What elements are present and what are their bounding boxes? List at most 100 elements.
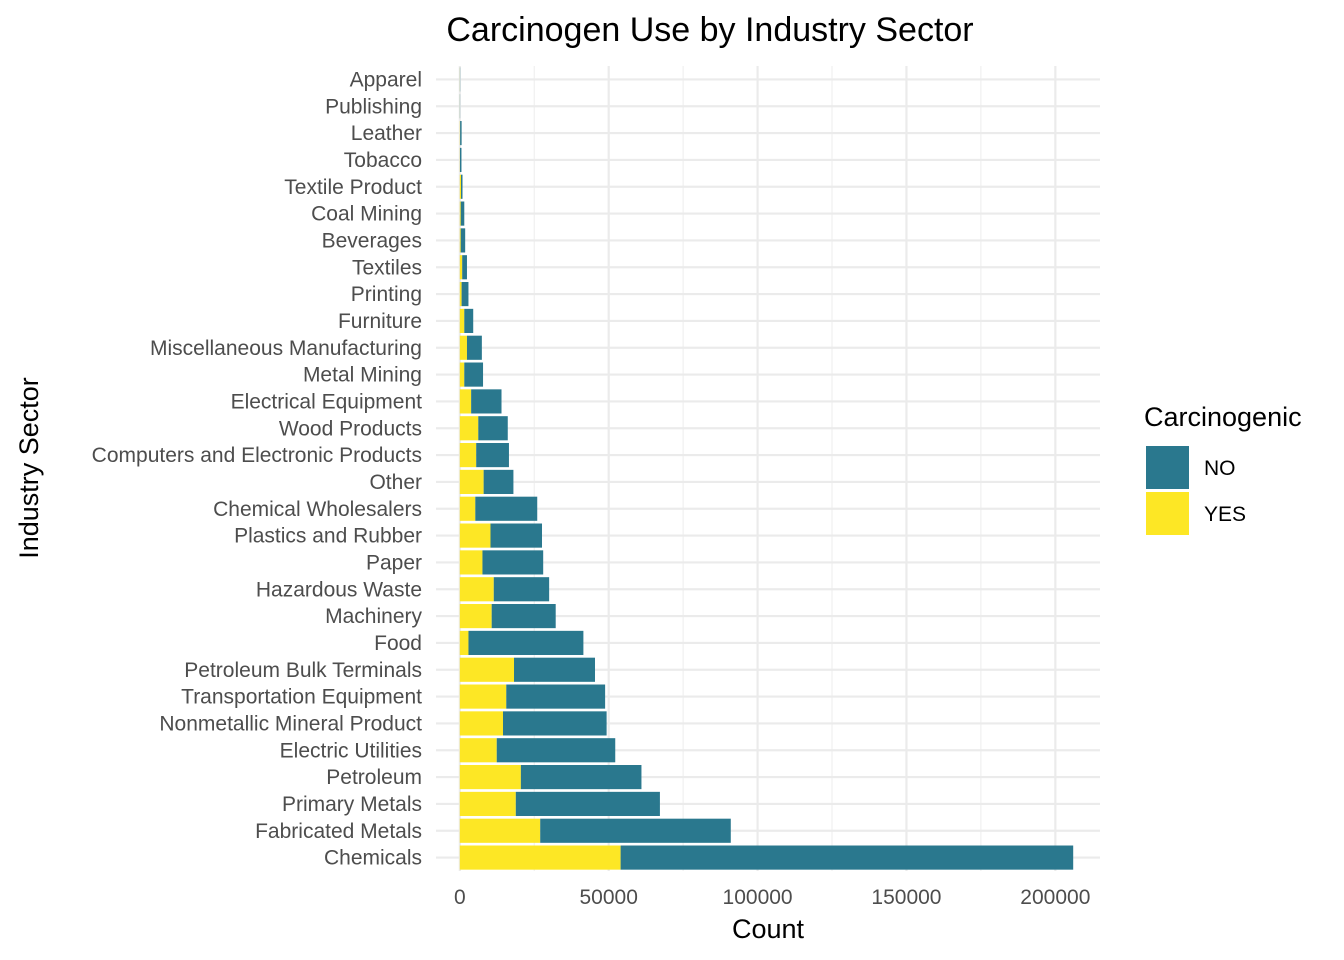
y-tick-label: Printing bbox=[351, 283, 422, 306]
y-tick-label: Other bbox=[369, 471, 422, 494]
bar-no bbox=[466, 335, 482, 360]
bar-yes bbox=[459, 845, 621, 870]
y-tick-label: Chemicals bbox=[324, 847, 422, 870]
bar-yes bbox=[459, 791, 516, 816]
bar-yes bbox=[459, 282, 462, 307]
bar-no bbox=[462, 255, 467, 280]
y-tick-label: Wood Products bbox=[279, 417, 422, 440]
bar-no bbox=[490, 523, 543, 548]
y-tick-label: Publishing bbox=[325, 95, 422, 118]
bar-yes bbox=[459, 335, 467, 360]
bar-yes bbox=[459, 174, 462, 199]
bar-yes bbox=[459, 818, 541, 843]
y-tick-label: Textiles bbox=[352, 256, 422, 279]
bar-yes bbox=[459, 416, 479, 441]
y-tick-label: Computers and Electronic Products bbox=[92, 444, 422, 467]
y-tick-label: Paper bbox=[366, 551, 422, 574]
bar-yes bbox=[459, 765, 521, 790]
bar-yes bbox=[459, 630, 469, 655]
y-tick-label: Transportation Equipment bbox=[181, 686, 422, 709]
y-tick-label: Electrical Equipment bbox=[231, 390, 423, 413]
bar-yes bbox=[459, 255, 463, 280]
x-tick-label: 100000 bbox=[723, 886, 793, 909]
legend-label-yes: YES bbox=[1204, 503, 1246, 526]
bar-no bbox=[514, 657, 596, 682]
bar-yes bbox=[459, 228, 461, 253]
bar-no bbox=[461, 282, 469, 307]
bar-yes bbox=[459, 738, 497, 763]
bar-yes bbox=[459, 469, 484, 494]
bar-no bbox=[491, 604, 556, 629]
x-tick-label: 0 bbox=[454, 886, 466, 909]
y-tick-label: Metal Mining bbox=[303, 364, 422, 387]
y-tick-labels: Apparel Publishing Leather Tobacco Textile P… bbox=[92, 68, 423, 869]
y-tick-label: Machinery bbox=[325, 605, 422, 628]
bar-no bbox=[520, 765, 642, 790]
bar-yes bbox=[459, 362, 465, 387]
bar-no bbox=[461, 174, 463, 199]
legend: Carcinogenic NO YES bbox=[1144, 402, 1302, 535]
bar-layer bbox=[459, 67, 1074, 870]
y-tick-label: Petroleum Bulk Terminals bbox=[184, 659, 422, 682]
y-tick-label: Hazardous Waste bbox=[256, 578, 422, 601]
y-tick-label: Beverages bbox=[322, 229, 422, 252]
y-tick-label: Petroleum bbox=[326, 766, 422, 789]
bar-no bbox=[493, 577, 550, 602]
bar-yes bbox=[459, 389, 472, 414]
y-tick-label: Apparel bbox=[350, 68, 422, 91]
y-tick-label: Plastics and Rubber bbox=[234, 525, 422, 548]
bar-yes bbox=[459, 496, 476, 521]
y-tick-label: Chemical Wholesalers bbox=[213, 498, 422, 521]
y-tick-label: Miscellaneous Manufacturing bbox=[150, 337, 422, 360]
y-tick-label: Primary Metals bbox=[282, 793, 422, 816]
y-tick-label: Coal Mining bbox=[311, 203, 422, 226]
bar-no bbox=[483, 469, 514, 494]
y-tick-label: Food bbox=[374, 632, 422, 655]
chart-title: Carcinogen Use by Industry Sector bbox=[446, 11, 973, 49]
bar-yes bbox=[459, 604, 492, 629]
bar-no bbox=[478, 416, 508, 441]
y-tick-label: Fabricated Metals bbox=[255, 820, 422, 843]
bar-no bbox=[460, 228, 466, 253]
bar-yes bbox=[459, 684, 507, 709]
y-tick-label: Tobacco bbox=[344, 149, 422, 172]
bar-no bbox=[620, 845, 1074, 870]
y-tick-label: Nonmetallic Mineral Product bbox=[159, 712, 422, 735]
bar-no bbox=[464, 308, 474, 333]
bar-no bbox=[496, 738, 616, 763]
bar-no bbox=[515, 791, 660, 816]
bar-yes bbox=[459, 711, 503, 736]
x-tick-labels: 0 50000 100000 150000 200000 bbox=[454, 886, 1090, 909]
legend-key-yes bbox=[1146, 492, 1189, 535]
x-tick-label: 50000 bbox=[579, 886, 637, 909]
y-tick-label: Furniture bbox=[338, 310, 422, 333]
bar-no bbox=[476, 443, 509, 468]
bar-yes bbox=[459, 657, 515, 682]
legend-key-no bbox=[1146, 446, 1189, 489]
bar-no bbox=[506, 684, 606, 709]
bar-yes bbox=[459, 308, 465, 333]
x-tick-label: 150000 bbox=[871, 886, 941, 909]
bar-no bbox=[482, 550, 544, 575]
bar-yes bbox=[459, 523, 491, 548]
bar-no bbox=[471, 389, 502, 414]
bar-no bbox=[459, 147, 462, 172]
bar-no bbox=[502, 711, 607, 736]
bar-no bbox=[468, 630, 584, 655]
bar-yes bbox=[459, 550, 483, 575]
bar-no bbox=[475, 496, 538, 521]
y-axis-title: Industry Sector bbox=[14, 377, 44, 559]
bar-no bbox=[464, 362, 484, 387]
bar-no bbox=[460, 201, 465, 226]
bar-no bbox=[460, 121, 462, 146]
bar-yes bbox=[459, 577, 494, 602]
bar-yes bbox=[459, 201, 461, 226]
x-tick-label: 200000 bbox=[1020, 886, 1090, 909]
legend-title: Carcinogenic bbox=[1144, 402, 1302, 432]
y-tick-label: Leather bbox=[351, 122, 422, 145]
bar-yes bbox=[459, 443, 477, 468]
y-tick-label: Textile Product bbox=[284, 176, 422, 199]
x-axis-title: Count bbox=[732, 914, 805, 944]
